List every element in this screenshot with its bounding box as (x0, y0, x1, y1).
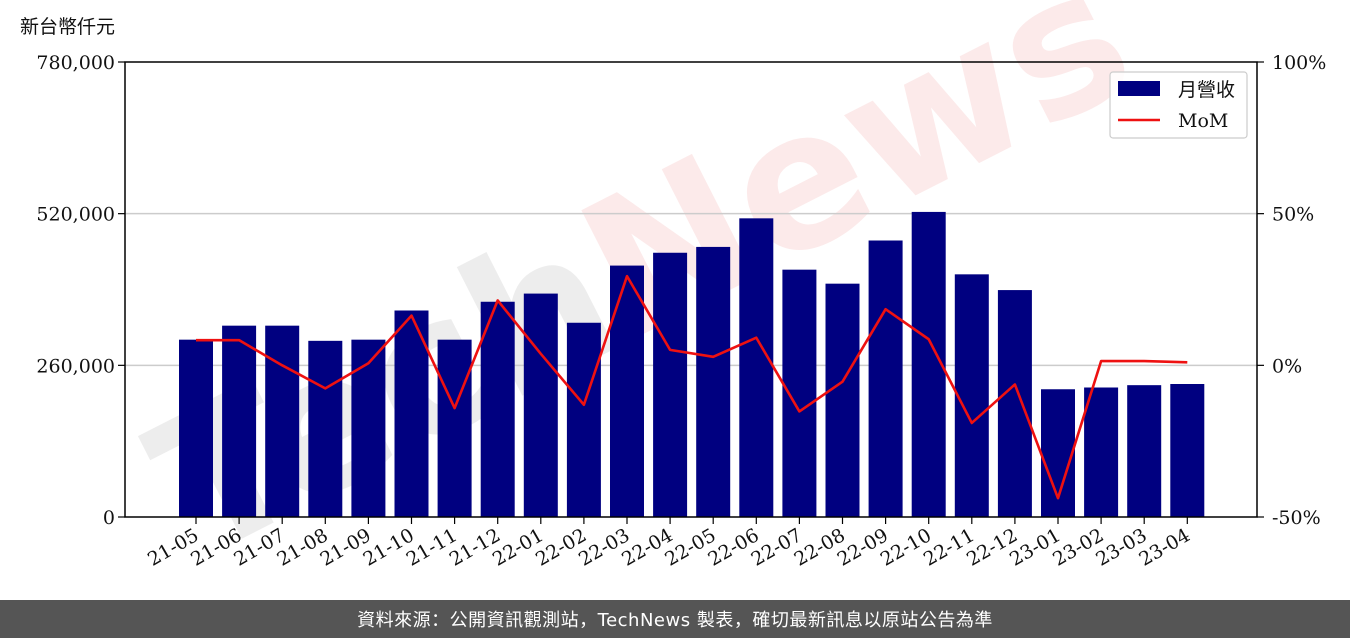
legend-swatch-revenue (1118, 81, 1160, 96)
bar-22-11 (954, 274, 989, 517)
left-tick-label: 780,000 (36, 52, 115, 74)
right-tick-label: 0% (1272, 355, 1302, 377)
bar-22-05 (696, 246, 731, 517)
bar-21-06 (222, 325, 257, 517)
mom-line (196, 274, 1188, 500)
revenue-bars (179, 211, 1205, 518)
legend-label-mom: MoM (1178, 110, 1228, 132)
bar-22-10 (911, 211, 946, 517)
bar-22-09 (868, 240, 903, 517)
left-tick-label: 520,000 (36, 204, 115, 226)
bar-21-07 (265, 325, 300, 517)
bar-22-08 (825, 283, 860, 517)
bar-22-03 (610, 265, 644, 517)
bar-22-01 (523, 293, 558, 517)
bar-23-02 (1084, 387, 1119, 517)
mom-line-layer (196, 274, 1188, 500)
bar-21-08 (308, 340, 343, 517)
legend: 月營收 MoM (1109, 71, 1248, 139)
bar-21-05 (179, 339, 213, 517)
bar-23-04 (1170, 384, 1205, 517)
revenue-chart: TechNews 新台幣仟元 0260,000520,000780,000-50… (20, 0, 1326, 600)
bar-22-02 (566, 322, 601, 517)
plot-frame (124, 61, 1258, 518)
bar-21-09 (351, 339, 386, 517)
bar-21-11 (437, 339, 472, 517)
bar-22-12 (997, 290, 1032, 517)
bar-23-03 (1127, 385, 1162, 517)
left-tick-label: 260,000 (36, 355, 115, 377)
bar-22-06 (739, 218, 774, 518)
bar-21-10 (394, 310, 429, 517)
bar-22-04 (653, 252, 688, 517)
right-tick-label: -50% (1272, 507, 1321, 529)
right-tick-label: 100% (1272, 52, 1326, 74)
bar-21-12 (480, 301, 515, 517)
left-tick-label: 0 (103, 507, 115, 529)
y-axis-unit-label: 新台幣仟元 (20, 16, 115, 38)
right-tick-label: 50% (1272, 204, 1314, 226)
x-tick-label-23-04: 23-04 (1135, 524, 1193, 570)
source-footer: 資料來源：公開資訊觀測站，TechNews 製表，確切最新訊息以原站公告為準 (0, 600, 1350, 638)
legend-label-revenue: 月營收 (1178, 79, 1235, 101)
